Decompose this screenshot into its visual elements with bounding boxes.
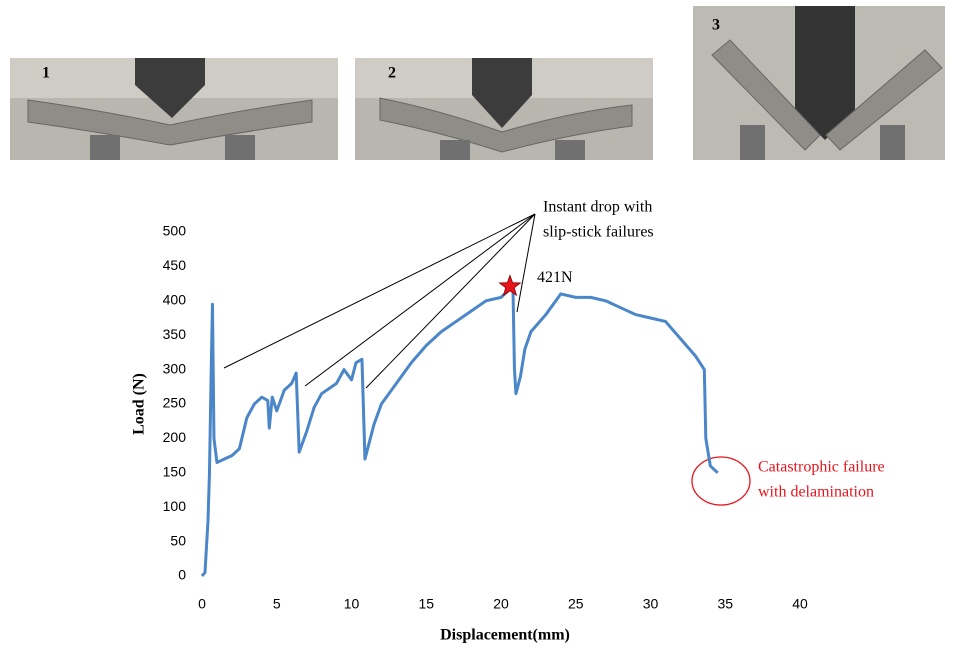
photo-label: 3 xyxy=(712,17,720,34)
x-tick-label: 0 xyxy=(198,596,206,612)
annotation: Catastrophic failure xyxy=(758,459,885,476)
x-axis-label: Displacement(mm) xyxy=(440,627,570,644)
annotation: with delamination xyxy=(758,484,874,501)
y-tick-label: 450 xyxy=(163,257,187,273)
x-tick-label: 30 xyxy=(643,596,659,612)
peak-star xyxy=(498,274,522,297)
photo: 3 xyxy=(693,6,945,160)
x-tick-label: 15 xyxy=(418,596,434,612)
x-tick-label: 40 xyxy=(792,596,808,612)
y-tick-label: 200 xyxy=(163,429,187,445)
y-tick-label: 350 xyxy=(163,326,187,342)
y-axis-label: Load (N) xyxy=(131,373,148,435)
highlight-circle xyxy=(691,456,751,506)
x-tick-label: 35 xyxy=(717,596,733,612)
photo-label: 2 xyxy=(388,65,396,82)
x-tick-label: 25 xyxy=(568,596,584,612)
y-tick-label: 0 xyxy=(178,567,186,583)
y-tick-label: 500 xyxy=(163,223,187,239)
photo: 2 xyxy=(355,58,653,160)
x-tick-label: 20 xyxy=(493,596,509,612)
x-tick-label: 5 xyxy=(273,596,281,612)
data-line xyxy=(200,286,719,577)
y-tick-label: 300 xyxy=(163,360,187,376)
y-tick-label: 50 xyxy=(170,532,186,548)
y-tick-label: 250 xyxy=(163,395,187,411)
annotation-leaders xyxy=(223,213,536,389)
annotation: Instant drop with xyxy=(543,199,652,216)
peak-label: 421N xyxy=(537,269,573,286)
y-tick-label: 400 xyxy=(163,292,187,308)
photo: 1 xyxy=(10,58,338,160)
y-tick-label: 150 xyxy=(163,464,187,480)
x-tick-label: 10 xyxy=(344,596,360,612)
annotation: slip-stick failures xyxy=(543,224,654,241)
photo-label: 1 xyxy=(42,65,50,82)
y-tick-label: 100 xyxy=(163,498,187,514)
